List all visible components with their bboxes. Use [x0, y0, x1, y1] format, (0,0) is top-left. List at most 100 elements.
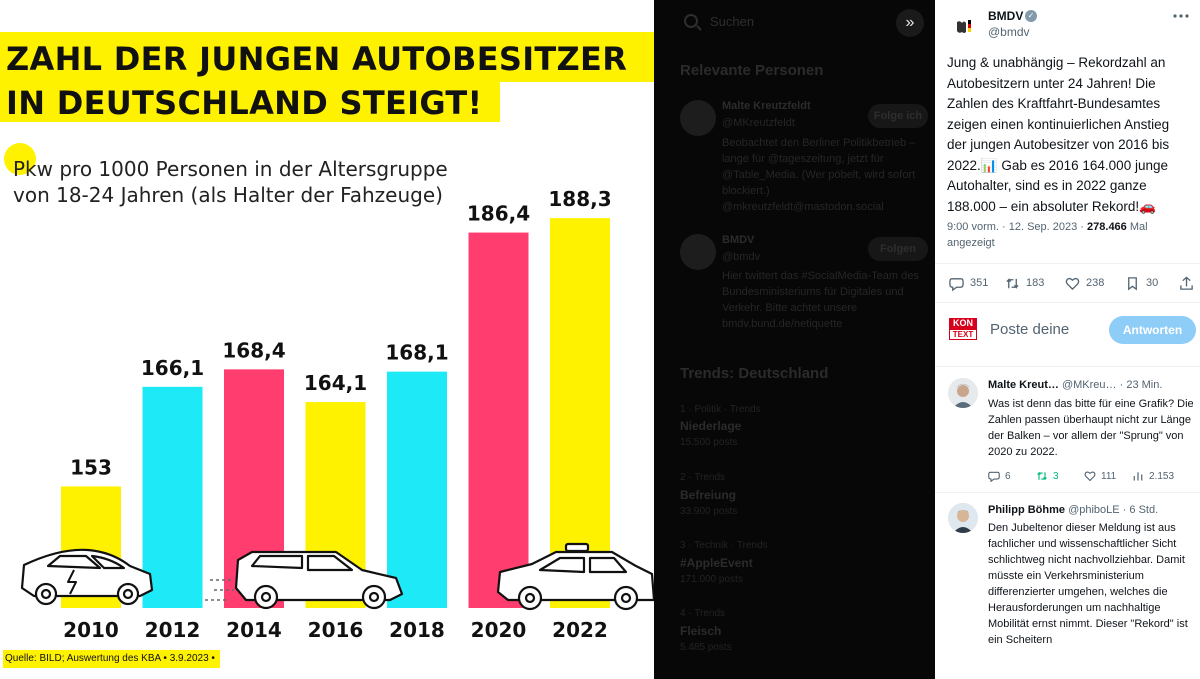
category-label-2022: 2022 [552, 618, 608, 642]
reply-author-name[interactable]: Philipp Böhme [988, 504, 1065, 516]
divider [935, 492, 1200, 493]
like-action[interactable]: 111 [1084, 470, 1132, 482]
reply-time[interactable]: · 23 Min. [1119, 379, 1163, 391]
view-count: 2.153 [1149, 470, 1175, 482]
trend-posts: 33.900 posts [680, 506, 738, 517]
person-bio: Hier twittert das #SocialMedia-Team des … [722, 270, 919, 330]
category-label-2018: 2018 [389, 618, 445, 642]
following-button[interactable]: Folge ich [868, 104, 928, 128]
bar-2020 [468, 232, 529, 608]
trend-name: Fleisch [680, 624, 722, 638]
trends-heading: Trends: Deutschland [680, 365, 829, 382]
bar-2018 [387, 371, 447, 608]
person-bio: Beobachtet den Berliner Politikbetrieb –… [722, 137, 916, 213]
view-label: Mal angezeigt [947, 221, 1148, 249]
retweet-icon [1037, 471, 1047, 481]
avatar-label: TEXT [949, 329, 977, 340]
reply-text: Was ist denn das bitte für eine Grafik? … [988, 398, 1194, 458]
avatar[interactable] [680, 234, 716, 270]
reply-author-handle[interactable]: @phiboLE [1068, 504, 1120, 516]
infographic-image: ZAHL DER JUNGEN AUTOBESITZER IN DEUTSCHL… [0, 0, 654, 679]
category-label-2014: 2014 [226, 618, 282, 642]
divider [935, 263, 1200, 264]
reply-button[interactable]: Antworten [1109, 316, 1196, 344]
bar-2012 [142, 386, 203, 608]
bookmark-icon [1128, 276, 1137, 290]
category-label-2010: 2010 [63, 618, 119, 642]
double-chevron-icon: » [905, 14, 915, 31]
compose-reply-input[interactable]: Poste deine [990, 321, 1070, 338]
share-action[interactable] [1179, 276, 1194, 290]
divider [935, 366, 1200, 367]
value-label-2020: 186,4 [467, 202, 530, 226]
follow-button[interactable]: Folgen [868, 237, 928, 261]
tweet-time[interactable]: 9:00 vorm. · 12. Sep. 2023 · [947, 221, 1088, 233]
more-options-icon[interactable] [1173, 13, 1189, 19]
retweet-action[interactable]: 3 [1036, 470, 1084, 482]
category-label-2016: 2016 [308, 618, 364, 642]
heart-icon [1065, 277, 1080, 290]
divider [935, 302, 1200, 303]
user-avatar[interactable]: KON TEXT [949, 318, 979, 342]
category-label-2020: 2020 [471, 618, 527, 642]
bookmark-action[interactable]: 30 [1125, 276, 1158, 290]
bar-chart: 153 2010 166,1 2012 168,4 2014 164,1 2016 168,1 2… [20, 187, 654, 642]
views-action[interactable]: 2.153 [1132, 470, 1180, 482]
reply-count: 351 [970, 277, 989, 289]
reply-author-name[interactable]: Malte Kreut… [988, 379, 1059, 391]
bookmark-count: 30 [1146, 277, 1159, 289]
like-action[interactable]: 238 [1065, 276, 1104, 290]
author-name[interactable]: BMDV [988, 9, 1024, 23]
trend-name: #AppleEvent [680, 556, 753, 570]
retweet-action[interactable]: 183 [1005, 276, 1044, 290]
retweet-count: 3 [1053, 470, 1059, 482]
retweet-icon [1006, 277, 1019, 289]
expand-button[interactable]: » [896, 9, 924, 37]
headline-line1: ZAHL DER JUNGEN AUTOBESITZER [6, 40, 628, 78]
category-label-2012: 2012 [145, 618, 201, 642]
search-icon [684, 14, 698, 28]
trend-posts: 5.485 posts [680, 642, 732, 653]
person-handle[interactable]: @MKreutzfeldt [722, 117, 795, 129]
headline-line2: IN DEUTSCHLAND STEIGT! [6, 84, 483, 122]
avatar-label: KON [949, 318, 977, 329]
search-input[interactable]: Suchen [710, 14, 755, 29]
trend-meta: 2 · Trends [680, 472, 726, 483]
author-handle[interactable]: @bmdv [988, 25, 1030, 39]
trend-name: Befreiung [680, 488, 737, 502]
headline-highlight [0, 32, 654, 82]
decorative-dot [4, 143, 36, 175]
avatar[interactable] [948, 378, 978, 408]
value-label-2016: 164,1 [304, 371, 367, 395]
subtitle-line2: von 18-24 Jahren (als Halter der Fahzeug… [13, 183, 443, 207]
reply-action[interactable]: 6 [988, 470, 1036, 482]
trend-posts: 171.000 posts [680, 574, 743, 585]
trend-posts: 15.500 posts [680, 437, 738, 448]
headline-highlight [0, 82, 500, 122]
tweet-detail-panel: BMDV ✓ @bmdv Jung & unabhängig – Rekordz… [935, 0, 1200, 679]
reply-action[interactable]: 351 [949, 276, 989, 291]
scrollbar[interactable] [1192, 360, 1198, 679]
person-handle[interactable]: @bmdv [722, 251, 761, 263]
tweet-text: Jung & unabhängig – Rekordzahl an Autobe… [947, 55, 1170, 214]
trend-meta: 1 · Politik · Trends [680, 404, 761, 415]
sidebar-overlay: Suchen » Relevante Personen Malte Kreutz… [654, 0, 935, 679]
comment-icon [949, 277, 964, 291]
person-name[interactable]: BMDV [722, 234, 755, 246]
share-icon [1180, 276, 1193, 290]
trend-meta: 4 · Trends [680, 608, 726, 619]
like-count: 238 [1086, 277, 1105, 289]
value-label-2010: 153 [70, 455, 112, 479]
avatar[interactable] [680, 100, 716, 136]
value-label-2018: 168,1 [385, 341, 448, 365]
avatar[interactable] [948, 503, 978, 533]
car-illustration-wagon [205, 550, 404, 610]
person-name[interactable]: Malte Kreutzfeldt [722, 100, 811, 112]
reply-author-handle[interactable]: @MKreu… [1061, 379, 1117, 391]
bmdv-avatar[interactable] [949, 12, 979, 42]
heart-icon [1084, 471, 1096, 482]
like-count: 111 [1101, 470, 1117, 482]
comment-icon [988, 471, 1000, 482]
reply-time[interactable]: · 6 Std. [1122, 504, 1159, 516]
subtitle-line1: Pkw pro 1000 Personen in der Altersgrupp… [13, 157, 448, 181]
